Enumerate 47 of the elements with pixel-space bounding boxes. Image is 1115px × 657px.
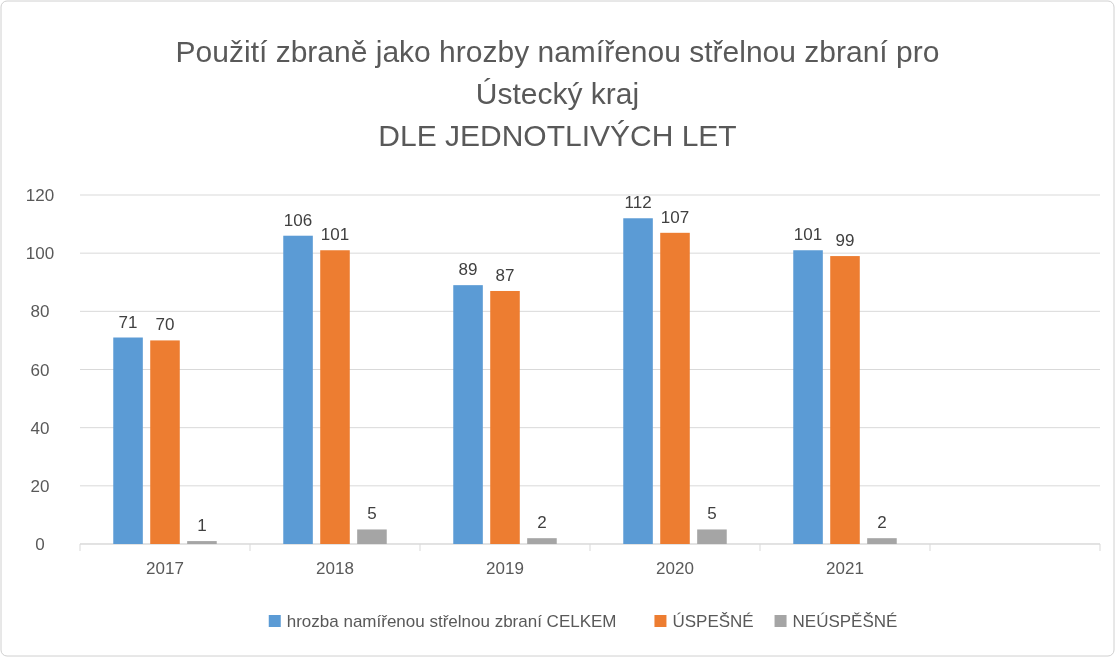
data-label: 70 <box>155 315 175 335</box>
data-label: 1 <box>197 516 207 536</box>
data-label: 89 <box>458 260 478 280</box>
chart-subtitle: DLE JEDNOTLIVÝCH LET <box>378 119 737 152</box>
x-tick-label: 2018 <box>316 559 354 578</box>
bar <box>697 529 727 544</box>
y-tick-label: 0 <box>35 535 45 554</box>
data-label: 99 <box>835 231 855 251</box>
data-label: 87 <box>495 265 515 285</box>
data-label: 71 <box>118 312 138 332</box>
bar <box>453 285 483 544</box>
y-tick-label: 80 <box>30 302 50 322</box>
bar <box>527 538 557 544</box>
bar <box>660 232 690 544</box>
data-label: 101 <box>320 225 350 245</box>
data-label: 106 <box>283 210 313 230</box>
data-label: 2 <box>537 513 547 533</box>
legend-label: ÚSPEŠNÉ <box>672 612 754 631</box>
data-label: 5 <box>707 504 717 524</box>
bar <box>113 337 143 544</box>
legend-label: NEÚSPĚŠNÉ <box>792 612 898 631</box>
bar <box>867 538 897 544</box>
data-label: 101 <box>793 225 823 245</box>
data-label: 112 <box>624 193 652 213</box>
bar <box>320 250 350 544</box>
y-tick-label: 60 <box>30 360 50 380</box>
x-tick-label: 2019 <box>486 559 524 578</box>
bar <box>187 541 217 544</box>
bar <box>150 340 180 544</box>
y-tick-label: 100 <box>25 244 55 264</box>
y-tick-label: 20 <box>30 476 50 496</box>
data-label: 5 <box>367 504 377 524</box>
bar <box>793 250 823 544</box>
x-tick-label: 2021 <box>826 559 864 578</box>
data-label: 107 <box>660 207 690 227</box>
data-label: 2 <box>877 513 887 533</box>
x-tick-label: 2017 <box>146 559 184 578</box>
bar <box>357 529 387 544</box>
chart-title: Použití zbraně jako hrozby namířenou střelnou zbraní pro Ústecký kraj <box>175 35 940 110</box>
bar <box>623 218 653 544</box>
y-tick-label: 120 <box>25 186 55 205</box>
bar <box>490 290 520 544</box>
y-tick-label: 40 <box>30 418 50 438</box>
x-tick-label: 2020 <box>656 559 694 578</box>
bar <box>830 256 860 544</box>
legend-label: hrozba namířenou střelnou zbraní CELKEM <box>286 612 617 631</box>
bar <box>283 235 313 544</box>
